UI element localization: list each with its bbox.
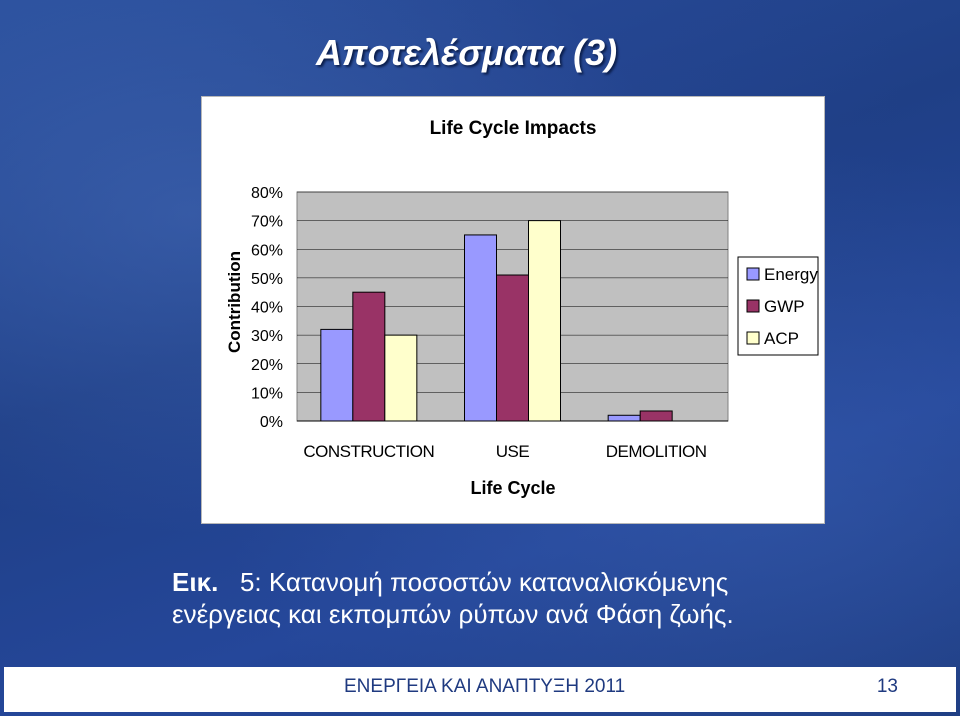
bar-energy-use — [464, 234, 497, 422]
legend: Energy GWP ACP — [737, 256, 819, 356]
caption-number: 5: — [239, 567, 262, 597]
y-tick-label: 60% — [251, 242, 283, 259]
y-tick-label: 70% — [251, 214, 283, 231]
bar-chart: Life Cycle Impacts Life Cycle Contributi… — [225, 118, 819, 498]
legend-swatch-gwp — [746, 299, 760, 313]
y-tick-label: 80% — [251, 185, 283, 202]
bar-acp-construction — [384, 334, 418, 422]
bar-gwp-demolition — [639, 410, 673, 422]
y-tick-label: 30% — [251, 328, 283, 345]
caption-line-1: Εικ. 5: Κατανομή ποσοστών καταναλισκόμεν… — [172, 566, 872, 598]
caption-text-1: Κατανομή ποσοστών καταναλισκόμενης — [268, 567, 729, 597]
footer-bar: ΕΝΕΡΓΕΙΑ ΚΑΙ ΑΝΑΠΤΥΞΗ 2011 13 — [4, 667, 956, 712]
x-tick-label: CONSTRUCTION — [303, 442, 434, 461]
caption-label: Εικ. — [172, 567, 219, 597]
chart-container: Life Cycle Impacts Life Cycle Contributi… — [201, 96, 825, 524]
x-tick-label: DEMOLITION — [606, 442, 707, 461]
legend-swatch-energy — [746, 267, 760, 281]
y-tick-label: 0% — [260, 414, 283, 431]
chart-title: Life Cycle Impacts — [430, 118, 597, 139]
figure-caption: Εικ. 5: Κατανομή ποσοστών καταναλισκόμεν… — [172, 566, 872, 630]
slide-title: Αποτελέσματα (3) — [316, 32, 618, 73]
plot-area: 0% 10% 20% 30% 40% 50% 60% 70% 80% CONSTRUCTION US… — [251, 185, 729, 461]
footer-text: ΕΝΕΡΓΕΙΑ ΚΑΙ ΑΝΑΠΤΥΞΗ 2011 — [344, 676, 626, 697]
legend-swatch-acp — [746, 331, 760, 345]
x-tick-label: USE — [496, 442, 530, 461]
legend-label-energy: Energy — [764, 265, 818, 284]
bar-energy-construction — [320, 328, 354, 422]
page-number: 13 — [876, 676, 898, 697]
y-tick-label: 10% — [251, 385, 283, 402]
bar-energy-demolition — [607, 414, 641, 422]
caption-text-2: ενέργειας και εκπομπών ρύπων ανά Φάση ζω… — [172, 599, 734, 629]
y-tick-label: 20% — [251, 357, 283, 374]
bar-gwp-use — [496, 274, 529, 422]
bar-gwp-construction — [352, 291, 386, 422]
legend-label-acp: ACP — [764, 329, 799, 348]
bar-acp-use — [528, 220, 561, 422]
x-axis-label: Life Cycle — [470, 478, 555, 498]
y-tick-label: 40% — [251, 300, 283, 317]
y-axis-label: Contribution — [225, 251, 244, 353]
y-tick-label: 50% — [251, 271, 283, 288]
legend-label-gwp: GWP — [764, 297, 805, 316]
